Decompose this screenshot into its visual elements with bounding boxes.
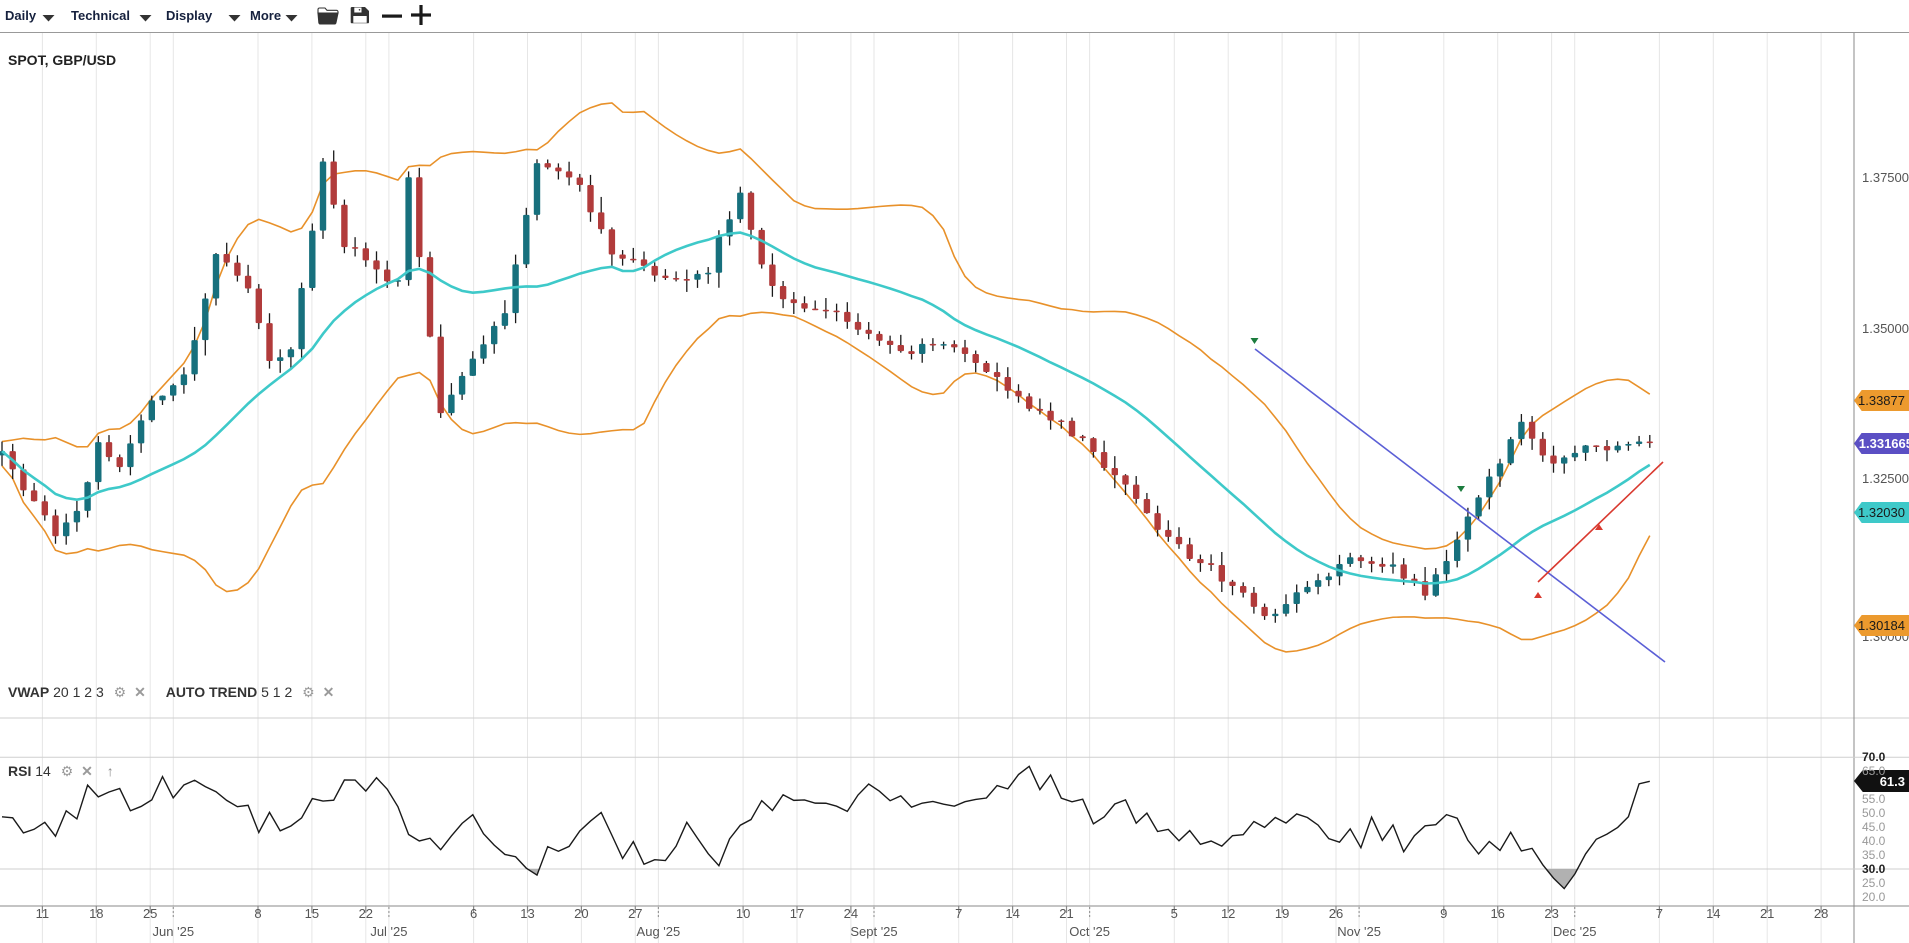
svg-text:70.0: 70.0 [1862,750,1886,764]
svg-text:40.0: 40.0 [1862,834,1886,848]
svg-text:65.0: 65.0 [1862,764,1886,778]
svg-text:45.0: 45.0 [1862,820,1886,834]
svg-text:25.0: 25.0 [1862,876,1886,890]
svg-text:55.0: 55.0 [1862,792,1886,806]
svg-text:30.0: 30.0 [1862,862,1886,876]
svg-text:20.0: 20.0 [1862,890,1886,904]
svg-text:50.0: 50.0 [1862,806,1886,820]
svg-text:35.0: 35.0 [1862,848,1886,862]
